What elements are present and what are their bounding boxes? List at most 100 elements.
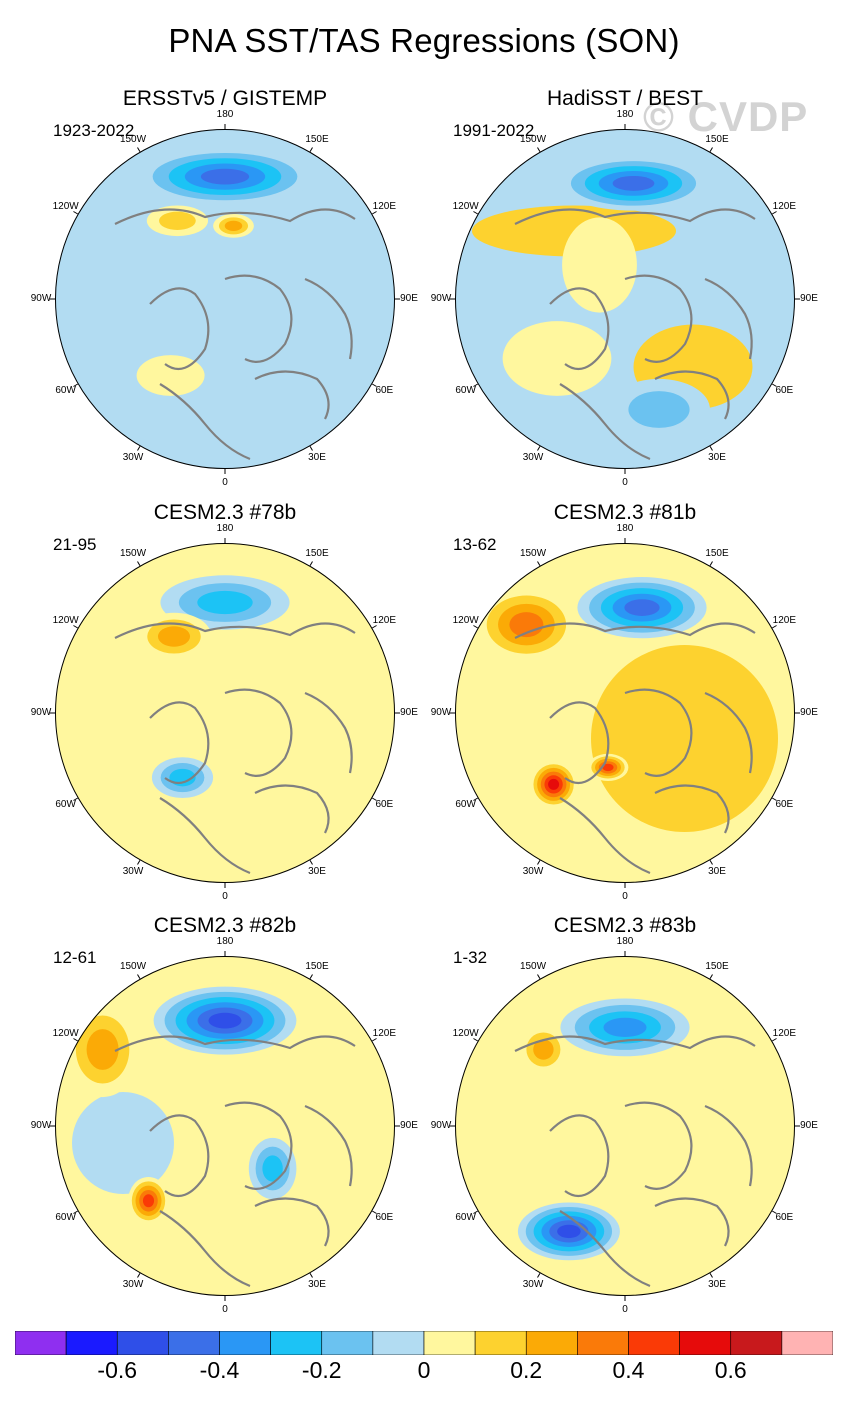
panel-title: CESM2.3 #82b [153,914,297,937]
polar-map [450,538,800,888]
longitude-label: 150W [119,547,147,559]
longitude-label: 30E [308,1279,326,1291]
coastline [514,1035,756,1052]
colorbar-tick-label: -0.2 [301,1357,342,1383]
secondary-field [591,645,778,832]
colorbar [15,1331,833,1355]
longitude-label: 90E [800,293,818,304]
secondary-field [63,738,183,858]
longitude-tick [473,1038,479,1042]
coastline [254,370,330,420]
longitude-label: 120E [372,1028,397,1039]
longitude-label: 150W [519,547,547,559]
longitude-label: 90E [800,707,818,718]
coastline [549,287,610,371]
longitude-label: 30W [122,452,144,464]
longitude-tick [73,1038,79,1042]
longitude-tick [473,383,479,387]
colorbar-swatch [730,1331,783,1355]
longitude-label: 30E [308,452,326,464]
longitude-label: 150E [305,133,329,145]
coastline [704,277,753,360]
longitude-tick [371,1210,377,1214]
coastline [304,691,353,774]
coastline [624,274,693,363]
colorbar-swatch [372,1331,425,1355]
longitude-label: 0 [222,1304,228,1315]
anomaly-contour [612,175,655,191]
colorbar-swatch [321,1331,374,1355]
polar-map [450,951,800,1301]
longitude-label: 30W [122,866,144,878]
longitude-label: 90W [430,293,452,304]
longitude-tick [473,797,479,801]
anomaly-contour [602,763,614,772]
colorbar-swatch [219,1331,271,1355]
coastline [149,701,210,785]
coastline [304,277,353,360]
longitude-tick [771,211,777,215]
colorbar-swatch [628,1331,680,1355]
colorbar-tick-label: 0.6 [714,1357,747,1383]
longitude-tick [537,859,541,865]
map-border [55,129,395,469]
anomaly-contour [509,612,544,638]
longitude-label: 90W [30,707,52,718]
map-border [455,543,795,883]
anomaly-contour [502,321,612,396]
anomaly-contour [157,626,191,647]
chart-title: PNA SST/TAS Regressions (SON) [168,22,680,59]
anomaly-contour [208,1012,242,1029]
coastline [159,797,251,875]
coastline [159,1210,251,1288]
colorbar-swatch [168,1331,220,1355]
longitude-label: 60W [455,385,476,396]
longitude-label: 60W [55,799,76,810]
longitude-tick [709,445,713,451]
longitude-tick [537,1272,541,1278]
longitude-tick [473,211,479,215]
colorbar-swatch [65,1331,118,1355]
longitude-label: 60W [55,385,76,396]
longitude-label: 30E [708,452,726,464]
longitude-tick [309,859,313,865]
longitude-tick [709,1272,713,1278]
longitude-label: 150W [519,133,547,145]
longitude-tick [137,859,141,865]
longitude-label: 60E [775,799,794,810]
polar-map [50,538,400,888]
colorbar-swatch [577,1331,629,1355]
longitude-tick [73,383,79,387]
colorbar-swatch [679,1331,732,1355]
panel-title: CESM2.3 #83b [553,914,697,937]
map-border [455,129,795,469]
coastline [114,208,356,225]
panel-title: CESM2.3 #78b [153,501,297,524]
longitude-label: 0 [622,477,628,488]
longitude-label: 180 [616,523,634,534]
panel-title: ERSSTv5 / GISTEMP [122,87,328,110]
coastline [559,383,651,461]
longitude-tick [473,1210,479,1214]
coastline [224,1101,293,1190]
colorbar-swatch [525,1331,578,1355]
longitude-label: 150E [305,547,329,559]
colorbar-tick-label: 0 [417,1357,431,1383]
anomaly-contour [548,778,560,790]
coastline [624,1101,693,1190]
longitude-label: 90E [400,1120,418,1131]
panel-period: 1991-2022 [453,121,535,140]
longitude-tick [137,974,141,980]
anomaly-contour [624,599,660,616]
longitude-label: 0 [222,891,228,902]
longitude-label: 180 [216,523,234,534]
coastline [254,784,330,834]
longitude-tick [537,445,541,451]
coastline [654,370,730,420]
anomaly-contour [136,355,205,396]
longitude-tick [309,445,313,451]
coastline [304,1104,353,1187]
longitude-label: 150E [705,133,729,145]
panel-period: 21-95 [53,535,97,554]
longitude-label: 180 [216,109,234,120]
